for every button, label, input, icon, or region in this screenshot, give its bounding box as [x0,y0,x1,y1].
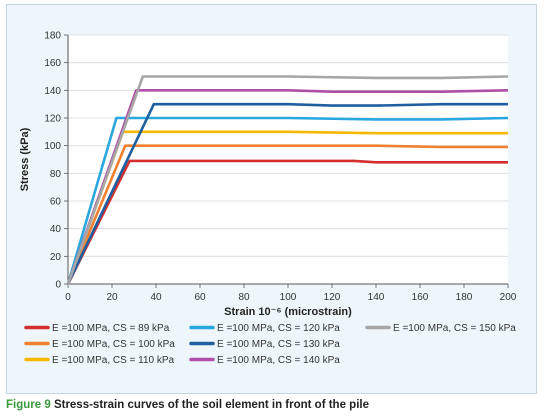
figure-label: Figure 9 [6,399,51,411]
legend-label: E =100 MPa, CS = 110 kPa [52,355,175,366]
grid-layer [68,34,508,284]
series-line-6 [66,89,509,285]
series-layer [66,75,509,285]
x-tick-label: 120 [324,292,341,303]
y-tick-label: 100 [44,141,61,152]
y-tick-label: 120 [44,114,61,125]
x-tick-label: 40 [150,292,162,303]
series-line-2 [66,144,508,285]
axes-layer [64,34,509,288]
legend-item: E =100 MPa, CS = 120 kPa [189,323,340,334]
legend-item: E =100 MPa, CS = 130 kPa [189,339,340,350]
x-tick-label: 100 [280,292,297,303]
y-axis-title: Stress (kPa) [19,127,31,191]
legend-item: E =100 MPa, CS = 89 kPa [24,323,170,334]
x-tick-label: 0 [65,292,71,303]
x-tick-label: 20 [106,292,118,303]
y-tick-label: 0 [55,280,61,291]
y-tick-label: 140 [44,86,61,97]
legend: E =100 MPa, CS = 89 kPa E =100 MPa, CS = … [24,323,516,366]
series-line-4 [66,116,509,285]
series-line-7 [66,75,509,285]
series-line-1 [66,159,508,285]
tick-labels: 0 20 40 60 80 100 120 140 160 180 0 20 40 60 80 100 120 1… [44,31,516,304]
y-tick-label: 20 [50,252,62,263]
legend-label: E =100 MPa, CS = 140 kPa [217,355,340,366]
series-line-5 [66,102,508,285]
legend-item: E =100 MPa, CS = 150 kPa [365,323,516,334]
legend-label: E =100 MPa, CS = 120 kPa [217,323,340,334]
figure-caption: Figure 9 Stress-strain curves of the soi… [6,399,369,411]
x-tick-label: 60 [194,292,206,303]
legend-item: E =100 MPa, CS = 100 kPa [24,339,175,350]
legend-label: E =100 MPa, CS = 89 kPa [52,323,170,334]
plot-area [68,35,508,284]
legend-label: E =100 MPa, CS = 100 kPa [52,339,175,350]
x-axis-title: Strain 10⁻⁶ (microstrain) [224,306,352,318]
x-tick-label: 180 [456,292,473,303]
x-tick-label: 160 [412,292,429,303]
y-tick-label: 80 [50,169,62,180]
x-tick-label: 140 [368,292,385,303]
y-tick-label: 40 [50,224,62,235]
figure-caption-text: Stress-strain curves of the soil element… [53,399,369,411]
legend-label: E =100 MPa, CS = 150 kPa [393,323,516,334]
y-tick-label: 60 [50,197,62,208]
x-tick-label: 200 [500,292,517,303]
y-tick-label: 180 [44,31,61,42]
legend-label: E =100 MPa, CS = 130 kPa [217,339,340,350]
x-tick-label: 80 [238,292,250,303]
legend-item: E =100 MPa, CS = 110 kPa [24,355,175,366]
legend-item: E =100 MPa, CS = 140 kPa [189,355,340,366]
y-tick-label: 160 [44,58,61,69]
